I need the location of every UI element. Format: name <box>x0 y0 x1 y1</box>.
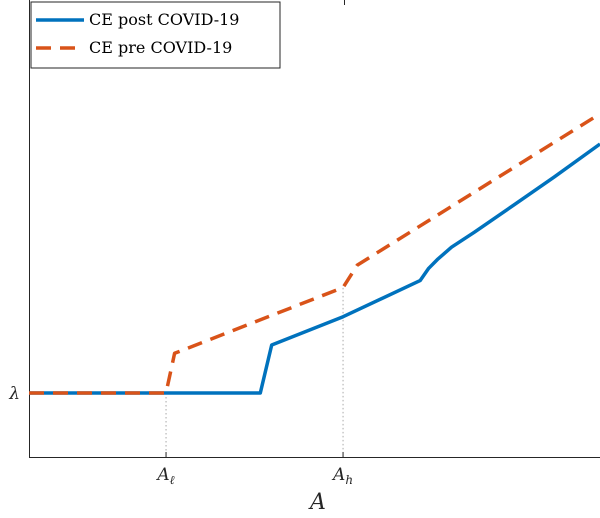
series-line-1 <box>29 112 600 395</box>
legend-label-post: CE post COVID-19 <box>89 10 239 29</box>
axes <box>29 0 600 458</box>
x-tick-label-1: Ah <box>331 465 353 487</box>
legend: CE post COVID-19 CE pre COVID-19 <box>30 1 281 69</box>
reference-lines <box>165 287 344 457</box>
series-group <box>29 112 600 395</box>
x-axis-label: A <box>308 490 326 515</box>
y-tick-label-0: λ <box>8 384 20 404</box>
legend-box <box>30 1 281 69</box>
legend-label-pre: CE pre COVID-19 <box>89 38 232 57</box>
x-tick-label-0: Aℓ <box>155 465 174 487</box>
series-line-0 <box>29 142 600 395</box>
ticks: Aℓ Ah λ <box>8 384 353 487</box>
